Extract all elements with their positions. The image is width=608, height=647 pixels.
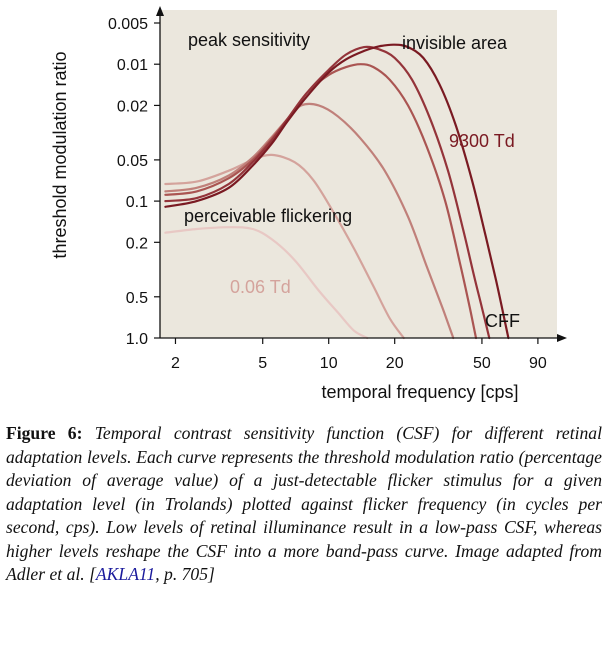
y-tick-label: 0.02 (117, 98, 148, 115)
citation-link[interactable]: AKLA11 (95, 564, 156, 584)
csf-curve-2 (164, 102, 455, 340)
axes-group (156, 6, 567, 342)
x-tick-label: 50 (473, 355, 491, 372)
x-tick-label: 2 (171, 355, 180, 372)
y-tick-label: 0.5 (126, 290, 148, 307)
annotation-invisible-area: invisible area (402, 33, 508, 53)
annotation-perceivable-flickering: perceivable flickering (184, 206, 352, 226)
curve-group (164, 43, 510, 340)
x-tick-label: 10 (320, 355, 338, 372)
y-axis-title: threshold modulation ratio (50, 51, 70, 258)
csf-curve-1 (164, 153, 405, 340)
x-axis-title: temporal frequency [cps] (321, 382, 518, 402)
annotation-0-06-td: 0.06 Td (230, 277, 291, 297)
figure-caption: Figure 6: Temporal contrast sensitivity … (6, 422, 602, 587)
csf-chart: 2 5 10 20 50 900.0050.010.020.050.10.20.51.0 … (50, 6, 567, 402)
y-tick-label: 1.0 (126, 331, 148, 348)
x-tick-label: 90 (529, 355, 547, 372)
y-axis-arrow (156, 6, 164, 16)
x-tick-label: 20 (386, 355, 404, 372)
x-tick-label: 5 (258, 355, 267, 372)
y-tick-label: 0.05 (117, 153, 148, 170)
csf-curve-5 (164, 43, 510, 340)
y-tick-label: 0.2 (126, 235, 148, 252)
y-tick-label: 0.1 (126, 194, 148, 211)
tick-group: 2 5 10 20 50 90 0.005 0.01 0.02 0.05 0.1 0.2 0.5 1.0 (108, 16, 547, 372)
csf-curve-4 (164, 45, 491, 340)
y-tick-label: 0.01 (117, 57, 148, 74)
annotation-9300-td: 9300 Td (449, 131, 515, 151)
csf-curve-0 (164, 226, 369, 340)
annotation-cff: CFF (485, 311, 520, 331)
caption-cite-suffix: , p. 705] (155, 564, 215, 584)
caption-label: Figure 6: (6, 423, 83, 443)
annotation-peak-sensitivity: peak sensitivity (188, 30, 310, 50)
x-axis-arrow (557, 334, 567, 342)
caption-text: Temporal contrast sensitivity function (… (6, 423, 602, 584)
csf-curve-3 (164, 63, 478, 340)
y-tick-label: 0.005 (108, 16, 148, 33)
